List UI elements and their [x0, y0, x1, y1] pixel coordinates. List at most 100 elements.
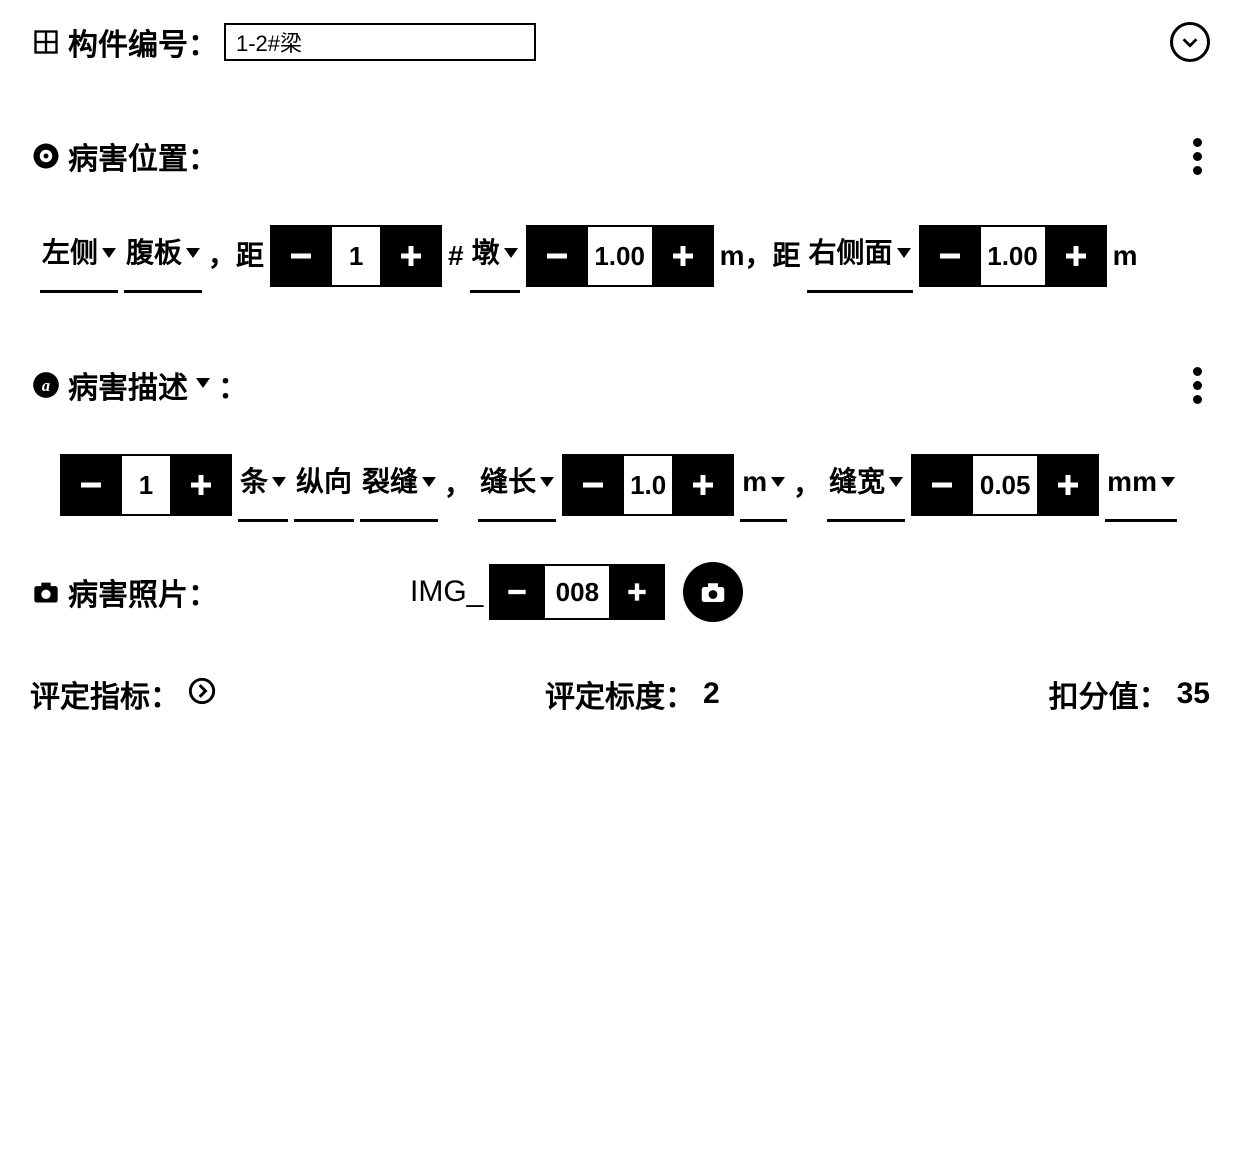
plus-icon	[668, 241, 698, 271]
comma-text: ，	[444, 450, 472, 520]
side2-dist-minus-button[interactable]	[919, 225, 981, 287]
minus-icon	[504, 579, 530, 605]
photo-row: 病害照片： IMG_ 008	[30, 562, 1210, 622]
plus-icon	[1061, 241, 1091, 271]
rating-scale-value: 2	[703, 677, 720, 711]
side1-value: 左侧	[42, 218, 98, 288]
take-photo-button[interactable]	[683, 562, 743, 622]
minus-icon	[286, 241, 316, 271]
rating-deduct-label: 扣分值：	[1049, 672, 1169, 716]
type-dropdown[interactable]: 裂缝	[360, 447, 438, 522]
photo-heading: 病害照片：	[68, 570, 218, 614]
description-heading-colon: ：	[218, 363, 248, 407]
at-icon: a	[30, 369, 62, 401]
direction-dropdown[interactable]: 纵向	[294, 447, 354, 522]
width-value[interactable]: 0.05	[973, 454, 1037, 516]
part1-value: 腹板	[126, 218, 182, 288]
photo-num-value[interactable]: 008	[545, 564, 609, 620]
side1-dropdown[interactable]: 左侧	[40, 218, 118, 293]
side2-dist-stepper: 1.00	[919, 225, 1107, 287]
svg-text:a: a	[42, 376, 50, 395]
pier-num-plus-button[interactable]	[380, 225, 442, 287]
minus-icon	[578, 470, 608, 500]
photo-num-plus-button[interactable]	[609, 564, 665, 620]
width-label-value: 缝宽	[829, 447, 885, 517]
comma2-text: ，	[793, 450, 821, 520]
rating-scale-label: 评定标度：	[545, 672, 695, 716]
component-id-row: 构件编号：	[30, 20, 1210, 64]
pier-dropdown[interactable]: 墩	[470, 218, 520, 293]
description-heading-row: a 病害描述 ：	[30, 363, 1210, 407]
rating-row: 评定指标： 评定标度： 2 扣分值： 35	[30, 672, 1210, 716]
plus-icon	[624, 579, 650, 605]
pier-dist-plus-button[interactable]	[652, 225, 714, 287]
photo-num-stepper: 008	[489, 564, 665, 620]
unit-strip-dropdown[interactable]: 条	[238, 447, 288, 522]
component-id-input[interactable]	[224, 23, 536, 61]
plus-icon	[396, 241, 426, 271]
count-plus-button[interactable]	[170, 454, 232, 516]
minus-icon	[935, 241, 965, 271]
pier-dist-value[interactable]: 1.00	[588, 225, 652, 287]
pier-num-stepper: 1	[270, 225, 442, 287]
location-heading: 病害位置：	[68, 134, 218, 178]
camera-small-icon	[30, 576, 62, 608]
chevron-circle-right-icon	[188, 677, 216, 705]
dist-prefix-text: ，距	[208, 221, 264, 291]
plus-icon	[688, 470, 718, 500]
side2-dropdown[interactable]: 右侧面	[807, 218, 913, 293]
length-stepper: 1.0	[562, 454, 734, 516]
location-content-row: 左侧 腹板 ，距 1 # 墩 1.00 m，距 右侧面 1.00 m	[30, 218, 1210, 293]
count-value[interactable]: 1	[122, 454, 170, 516]
expand-chevron-button[interactable]	[1170, 22, 1210, 62]
camera-icon	[698, 577, 728, 607]
minus-icon	[927, 470, 957, 500]
plus-icon	[1053, 470, 1083, 500]
type-value: 裂缝	[362, 447, 418, 517]
count-stepper: 1	[60, 454, 232, 516]
rating-deduct-value: 35	[1177, 677, 1210, 711]
location-heading-row: 病害位置：	[30, 134, 1210, 178]
pier-num-minus-button[interactable]	[270, 225, 332, 287]
width-label-dropdown[interactable]: 缝宽	[827, 447, 905, 522]
hash-text: #	[448, 221, 464, 291]
rating-index-label: 评定指标：	[30, 672, 180, 716]
side2-dist-value[interactable]: 1.00	[981, 225, 1045, 287]
pier-label-value: 墩	[472, 218, 500, 288]
grid-icon	[30, 26, 62, 58]
component-id-label: 构件编号：	[68, 20, 218, 64]
photo-prefix: IMG_	[410, 575, 483, 609]
width-unit-dropdown[interactable]: mm	[1105, 447, 1177, 522]
length-value[interactable]: 1.0	[624, 454, 672, 516]
chevron-down-icon	[1179, 31, 1201, 53]
photo-num-minus-button[interactable]	[489, 564, 545, 620]
pier-dist-minus-button[interactable]	[526, 225, 588, 287]
length-label-value: 缝长	[480, 447, 536, 517]
pier-dist-stepper: 1.00	[526, 225, 714, 287]
description-heading: 病害描述	[68, 363, 188, 407]
unit-strip-value: 条	[240, 447, 268, 517]
unit-m-comma: m，距	[720, 221, 801, 291]
rating-index-button[interactable]	[188, 677, 216, 712]
target-icon	[30, 140, 62, 172]
direction-value: 纵向	[296, 447, 352, 517]
length-unit-value: m	[742, 447, 767, 517]
width-minus-button[interactable]	[911, 454, 973, 516]
length-unit-dropdown[interactable]: m	[740, 447, 787, 522]
minus-icon	[76, 470, 106, 500]
pier-num-value[interactable]: 1	[332, 225, 380, 287]
count-minus-button[interactable]	[60, 454, 122, 516]
side2-dist-plus-button[interactable]	[1045, 225, 1107, 287]
description-content-row: 1 条 纵向 裂缝 ， 缝长 1.0 m ， 缝宽 0.05 mm	[30, 447, 1210, 522]
width-plus-button[interactable]	[1037, 454, 1099, 516]
minus-icon	[542, 241, 572, 271]
unit-m: m	[1113, 221, 1138, 291]
part1-dropdown[interactable]: 腹板	[124, 218, 202, 293]
side2-value: 右侧面	[809, 218, 893, 288]
location-more-button[interactable]	[1185, 138, 1210, 175]
length-minus-button[interactable]	[562, 454, 624, 516]
length-label-dropdown[interactable]: 缝长	[478, 447, 556, 522]
description-more-button[interactable]	[1185, 367, 1210, 404]
length-plus-button[interactable]	[672, 454, 734, 516]
description-heading-caret[interactable]	[196, 378, 210, 388]
